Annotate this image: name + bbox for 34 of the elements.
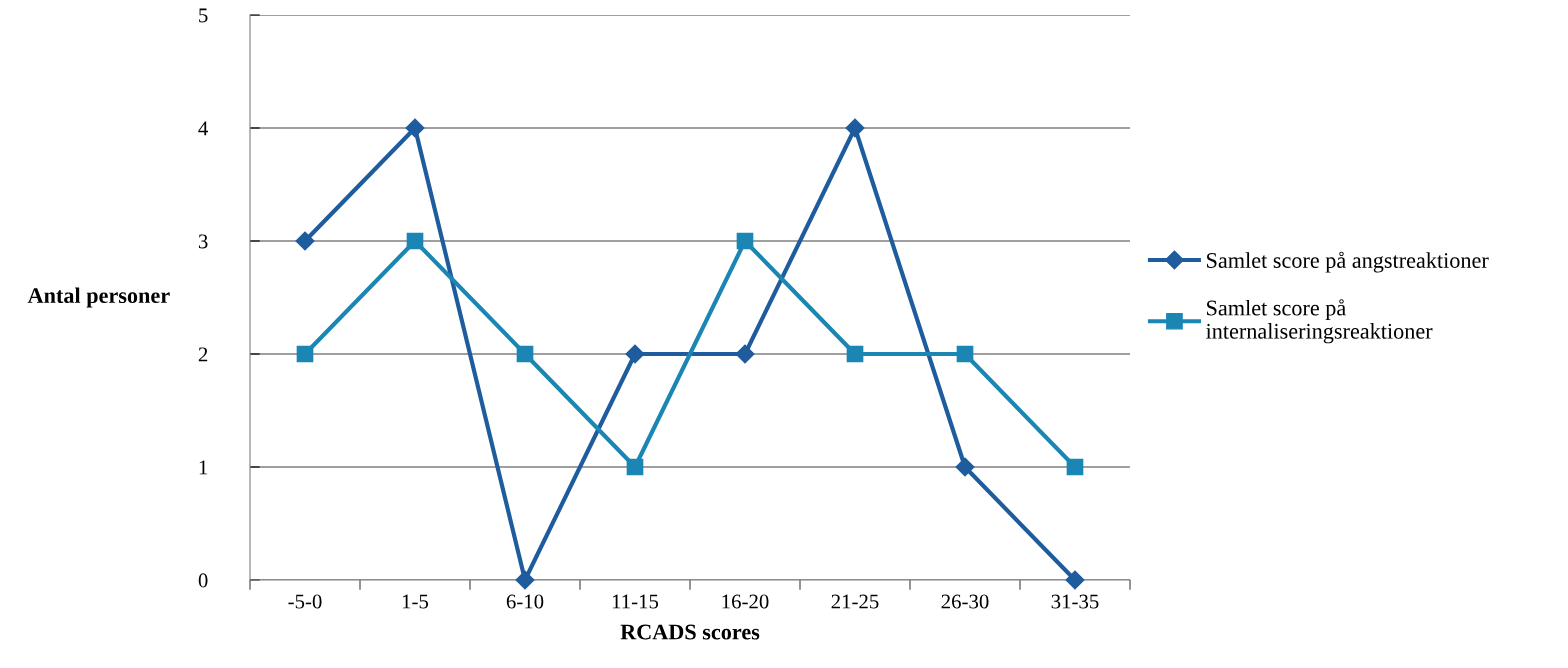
y-tick-label: 1: [199, 460, 208, 475]
x-tick-label: 16-20: [722, 594, 769, 609]
x-tick-label: 1-5: [402, 594, 429, 609]
point: [515, 570, 535, 590]
x-tick-label: -5-0: [288, 594, 322, 609]
point: [296, 345, 314, 363]
point: [1065, 570, 1085, 590]
point: [846, 345, 864, 363]
legend-label: Samlet score på angstreaktioner: [1207, 251, 1489, 273]
y-tick-label: 2: [198, 347, 208, 362]
y-axis-title: Antal personer: [27, 287, 170, 308]
x-tick-label: 11-15: [612, 594, 659, 609]
y-tick-label: 0: [198, 573, 208, 588]
x-axis-title: RCADS scores: [620, 624, 760, 640]
x-tick-label: 31-35: [1051, 594, 1099, 609]
point: [735, 344, 755, 364]
point: [625, 344, 645, 364]
point: [736, 232, 754, 250]
point: [956, 345, 974, 363]
x-tick-label: 21-25: [831, 594, 879, 609]
legend-label: Samlet score på internaliseringsreaktioner: [1206, 299, 1433, 344]
point: [405, 118, 425, 138]
point: [955, 457, 975, 477]
y-tick-label: 4: [198, 121, 209, 136]
point: [516, 345, 534, 363]
x-tick-label: 6-10: [506, 594, 544, 609]
point: [1066, 458, 1084, 476]
point: [845, 118, 865, 138]
x-tick-label: 26-30: [941, 594, 989, 609]
point: [626, 458, 644, 476]
y-tick-label: 3: [198, 234, 208, 249]
point: [295, 231, 315, 251]
y-tick-label: 5: [199, 8, 208, 23]
point: [406, 232, 424, 250]
